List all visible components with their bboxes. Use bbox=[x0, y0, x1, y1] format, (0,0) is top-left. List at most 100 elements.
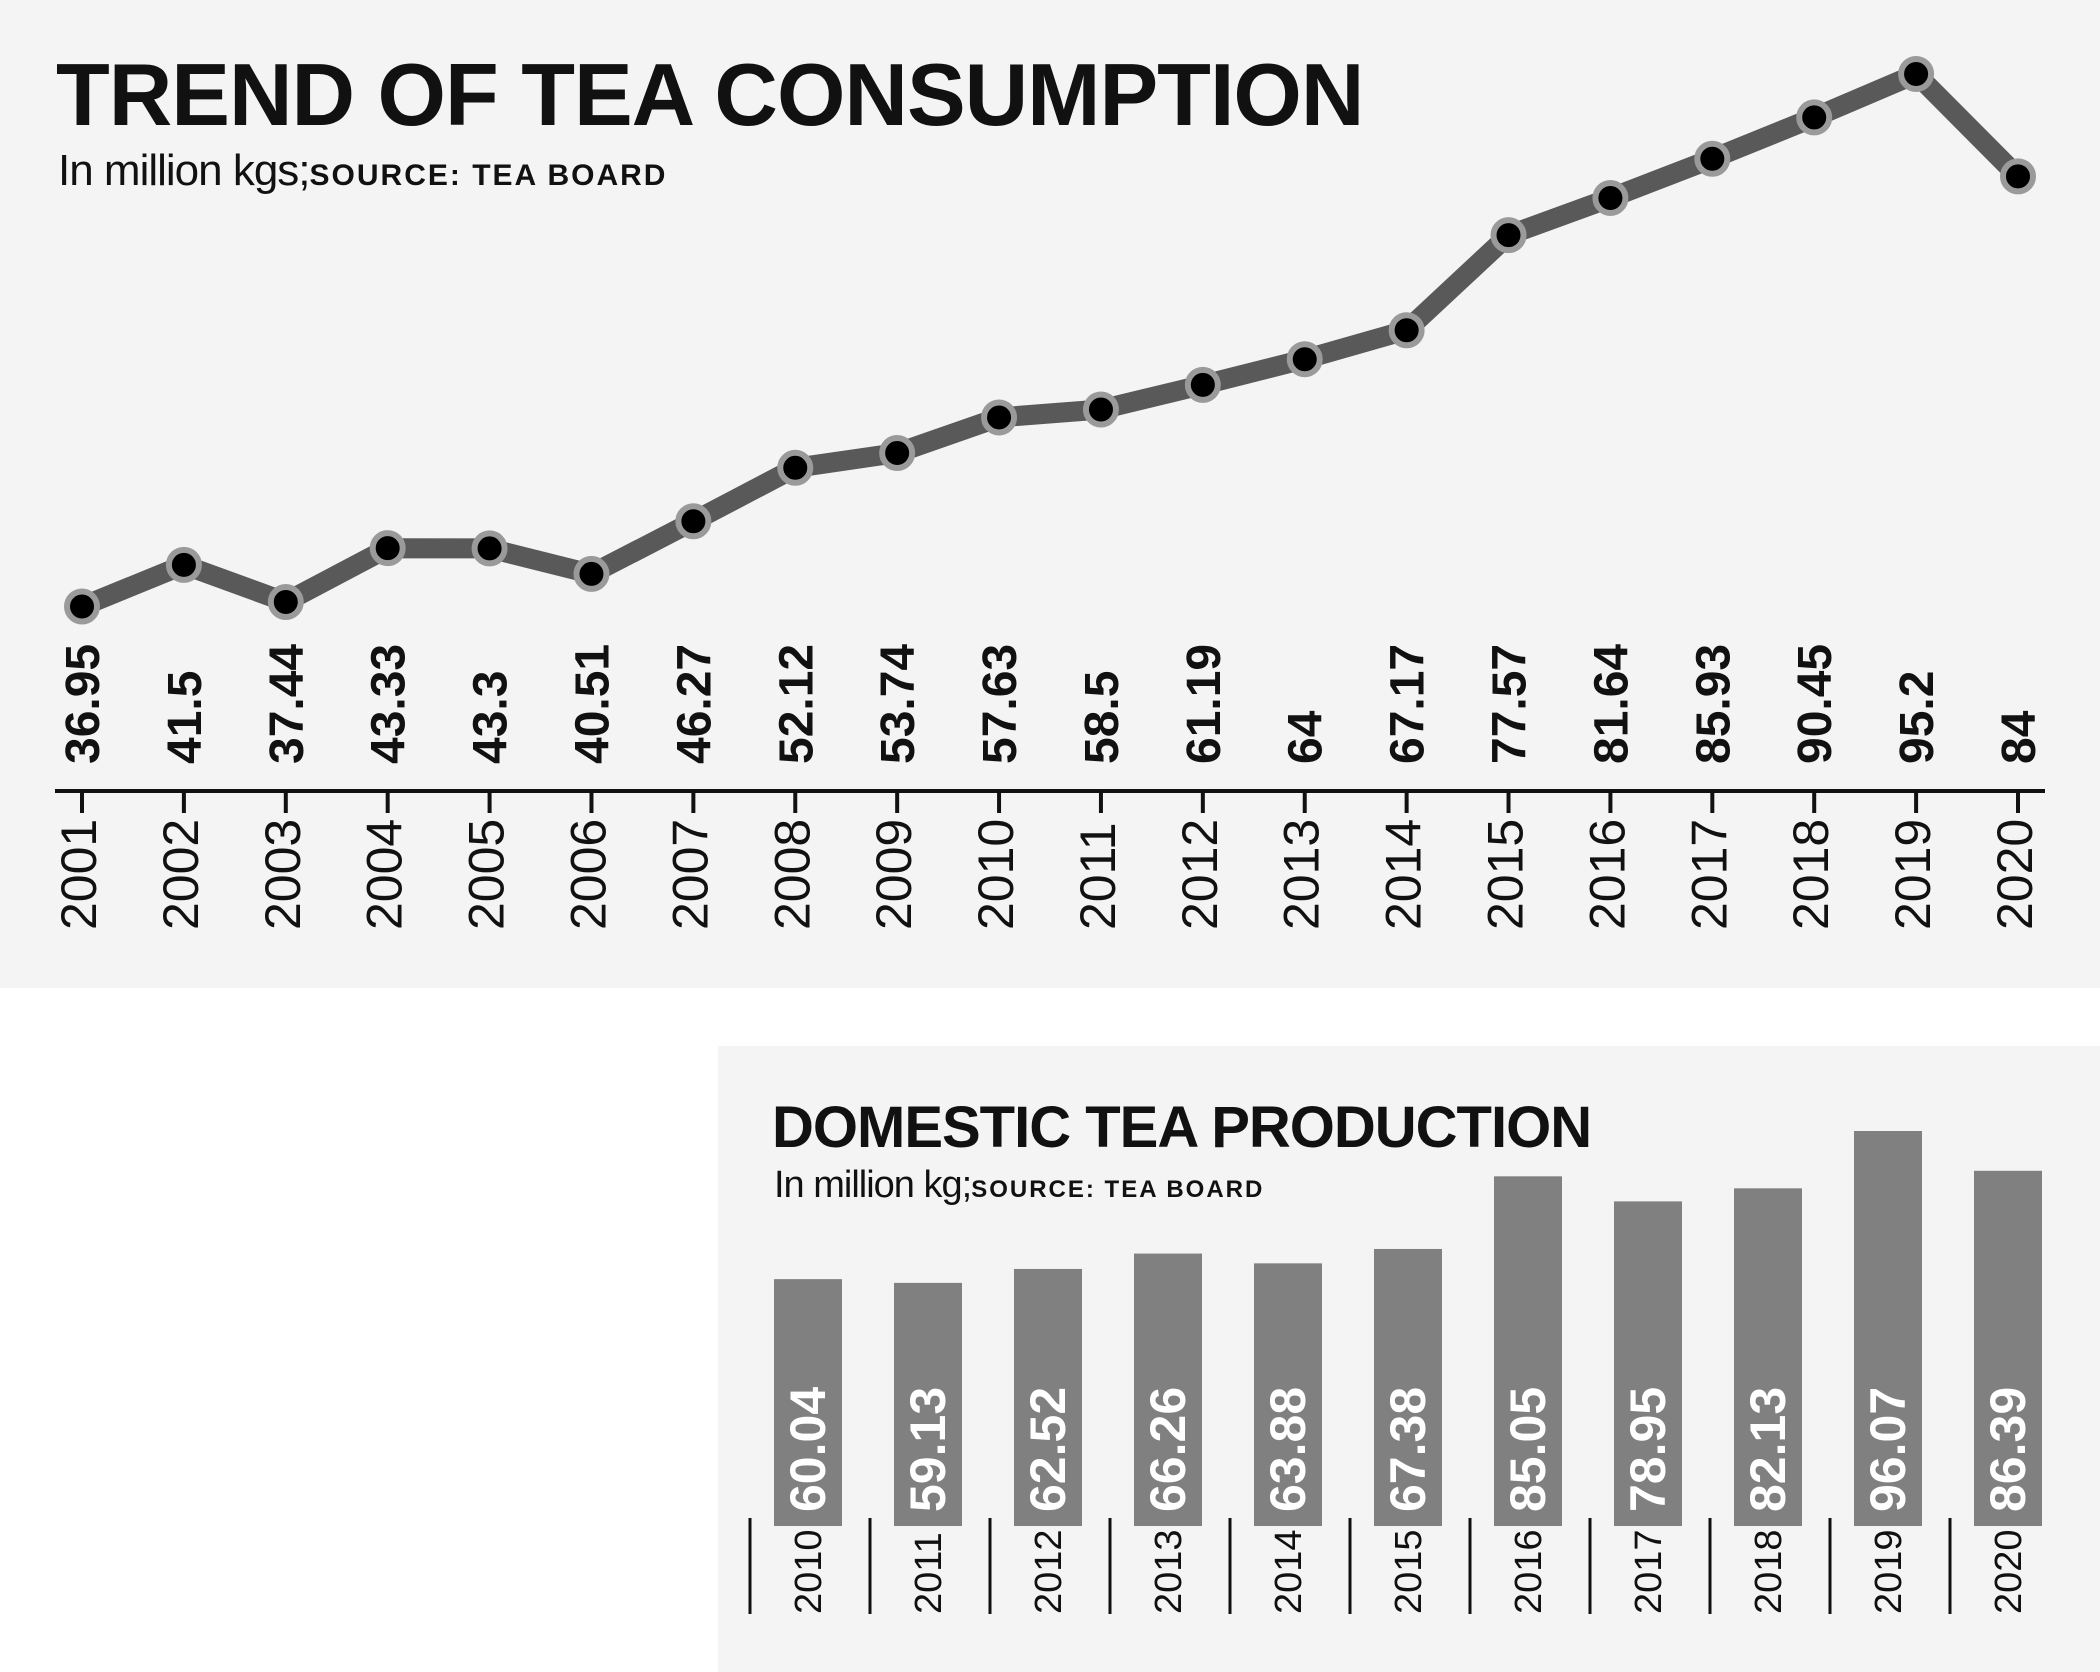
data-point bbox=[267, 584, 304, 620]
bar-value-label: 96.07 bbox=[1860, 1387, 1916, 1512]
data-point bbox=[64, 588, 100, 625]
x-category-label: 2019 bbox=[1868, 1529, 1910, 1614]
production-unit: In million kg; bbox=[774, 1164, 972, 1206]
x-category-label: 2016 bbox=[1508, 1529, 1550, 1614]
x-tick-label: 2009 bbox=[866, 819, 922, 930]
data-point bbox=[675, 503, 712, 540]
x-category-label: 2020 bbox=[1988, 1529, 2030, 1614]
bar-value-label: 66.26 bbox=[1140, 1387, 1196, 1512]
x-tick-label: 2018 bbox=[1783, 819, 1839, 930]
bar bbox=[1854, 1131, 1922, 1526]
x-tick-label: 2012 bbox=[1172, 819, 1228, 930]
bar bbox=[894, 1282, 962, 1526]
data-label: 41.5 bbox=[159, 671, 212, 764]
consumption-line-chart: 2001 2002 2003 2004 2005 2006 2007 2008 2009 2010… bbox=[51, 56, 2046, 930]
x-tick-label: 2008 bbox=[764, 819, 820, 930]
bar bbox=[1254, 1263, 1322, 1526]
data-point bbox=[1898, 56, 1935, 92]
consumption-subtitle: In million kgs;SOURCE: TEA BOARD bbox=[58, 146, 667, 196]
production-panel: DOMESTIC TEA PRODUCTION In million kg;SO… bbox=[718, 1046, 2100, 1672]
bar-value-label: 82.13 bbox=[1740, 1387, 1796, 1512]
data-point bbox=[2000, 158, 2036, 195]
x-tick-label: 2013 bbox=[1274, 819, 1330, 930]
bar bbox=[1734, 1188, 1802, 1526]
data-point bbox=[1796, 99, 1833, 136]
data-point bbox=[777, 449, 814, 486]
x-category-label: 2013 bbox=[1148, 1529, 1190, 1614]
data-point bbox=[471, 530, 508, 567]
data-point bbox=[1490, 217, 1527, 254]
bar bbox=[1974, 1170, 2042, 1526]
data-label: 85.93 bbox=[1687, 644, 1740, 764]
data-label: 61.19 bbox=[1178, 644, 1231, 764]
x-tick-label: 2011 bbox=[1070, 822, 1126, 930]
data-label: 37.44 bbox=[261, 644, 314, 764]
bar bbox=[1014, 1268, 1082, 1526]
bar bbox=[1374, 1248, 1442, 1526]
bar-value-label: 59.13 bbox=[900, 1387, 956, 1512]
x-tick-label: 2003 bbox=[255, 819, 311, 930]
production-source: SOURCE: TEA BOARD bbox=[971, 1176, 1265, 1203]
x-tick-label: 2006 bbox=[560, 819, 616, 930]
bar bbox=[1614, 1201, 1682, 1526]
data-point bbox=[1184, 366, 1221, 403]
x-tick-label: 2002 bbox=[153, 819, 209, 930]
x-tick-label: 2020 bbox=[1987, 819, 2043, 930]
data-point bbox=[369, 530, 406, 567]
production-title: DOMESTIC TEA PRODUCTION bbox=[772, 1095, 1592, 1160]
bar-value-label: 67.38 bbox=[1380, 1387, 1436, 1512]
data-label: 95.2 bbox=[1891, 671, 1944, 764]
bar-value-label: 86.39 bbox=[1980, 1387, 2036, 1512]
data-label: 43.33 bbox=[363, 644, 416, 764]
x-tick-label: 2017 bbox=[1681, 819, 1737, 930]
consumption-unit: In million kgs; bbox=[58, 146, 311, 195]
x-category-label: 2011 bbox=[908, 1532, 950, 1614]
bar bbox=[1494, 1176, 1562, 1526]
x-category-label: 2010 bbox=[788, 1529, 830, 1614]
data-label: 84 bbox=[1993, 710, 2046, 764]
data-label: 46.27 bbox=[668, 644, 721, 764]
x-tick-label: 2010 bbox=[968, 819, 1024, 930]
data-point bbox=[1082, 391, 1119, 428]
data-label: 43.3 bbox=[465, 671, 518, 764]
x-tick-label: 2014 bbox=[1376, 819, 1432, 930]
x-category-label: 2012 bbox=[1028, 1529, 1070, 1614]
x-tick-label: 2007 bbox=[662, 819, 718, 930]
data-label: 81.64 bbox=[1585, 644, 1638, 764]
x-tick-label: 2005 bbox=[459, 819, 515, 930]
consumption-source: SOURCE: TEA BOARD bbox=[309, 159, 668, 192]
x-tick-label: 2016 bbox=[1579, 819, 1635, 930]
production-bar-chart: 60.04 2010 59.13 2011 62.52 2012 66.26 2013 63.8… bbox=[748, 1131, 2042, 1614]
bar bbox=[1134, 1253, 1202, 1526]
x-tick-label: 2004 bbox=[357, 819, 413, 930]
bar-value-label: 62.52 bbox=[1020, 1387, 1076, 1512]
data-point bbox=[1592, 179, 1629, 216]
data-point bbox=[165, 546, 202, 583]
x-category-label: 2014 bbox=[1268, 1529, 1310, 1614]
data-label: 53.74 bbox=[872, 644, 925, 764]
data-point bbox=[1286, 341, 1323, 378]
bar-value-label: 85.05 bbox=[1500, 1387, 1556, 1512]
data-label: 90.45 bbox=[1789, 644, 1842, 764]
bar-value-label: 60.04 bbox=[780, 1387, 836, 1512]
consumption-panel: TREND OF TEA CONSUMPTION In million kgs;… bbox=[0, 0, 2100, 988]
bar bbox=[774, 1279, 842, 1526]
data-point bbox=[981, 399, 1018, 436]
data-point bbox=[1388, 312, 1425, 349]
x-tick-label: 2001 bbox=[51, 819, 107, 930]
bar-value-label: 78.95 bbox=[1620, 1387, 1676, 1512]
x-category-label: 2015 bbox=[1388, 1529, 1430, 1614]
data-point bbox=[1694, 140, 1731, 177]
bar-value-label: 63.88 bbox=[1260, 1387, 1316, 1512]
data-label: 77.57 bbox=[1484, 644, 1537, 764]
data-point bbox=[573, 555, 610, 592]
x-category-label: 2017 bbox=[1628, 1529, 1670, 1614]
data-point bbox=[879, 434, 916, 471]
data-label: 58.5 bbox=[1076, 671, 1129, 764]
x-category-label: 2018 bbox=[1748, 1529, 1790, 1614]
consumption-title: TREND OF TEA CONSUMPTION bbox=[56, 45, 1364, 144]
data-label: 57.63 bbox=[974, 644, 1027, 764]
data-label: 67.17 bbox=[1382, 644, 1435, 764]
production-subtitle: In million kg;SOURCE: TEA BOARD bbox=[774, 1164, 1264, 1207]
x-tick-label: 2019 bbox=[1885, 819, 1941, 930]
